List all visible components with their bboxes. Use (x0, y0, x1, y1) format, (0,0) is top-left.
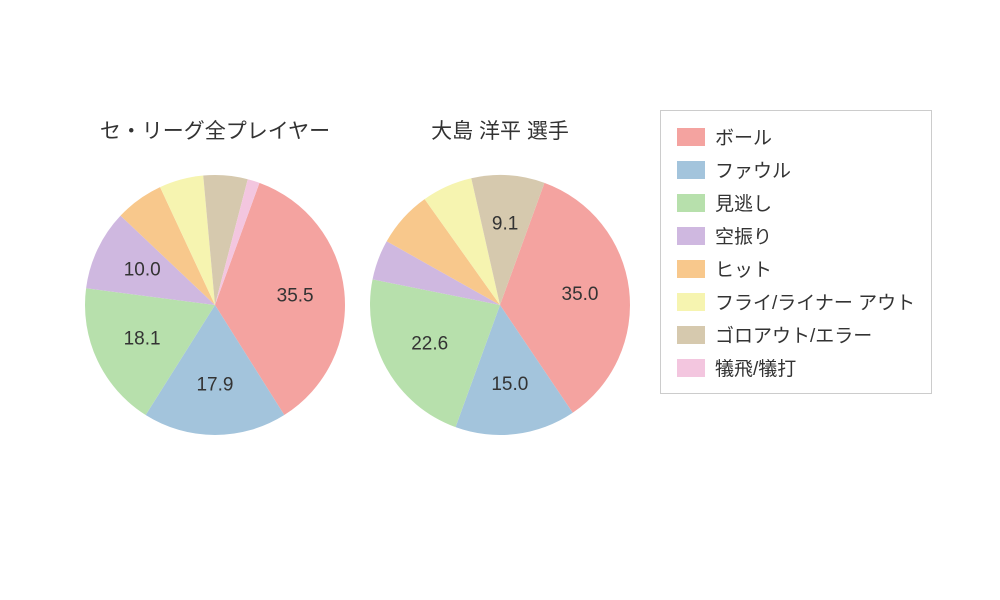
legend-item-goro: ゴロアウト/エラー (677, 321, 915, 348)
slice-label-ball: 35.0 (562, 284, 599, 305)
legend-item-sac: 犠飛/犠打 (677, 354, 915, 381)
legend-item-hit: ヒット (677, 255, 915, 282)
legend-label: ファウル (715, 156, 791, 183)
legend-swatch (677, 128, 705, 146)
slice-label-foul: 15.0 (491, 374, 528, 395)
legend-label: フライ/ライナー アウト (715, 288, 915, 315)
legend-label: ヒット (715, 255, 772, 282)
legend-label: 空振り (715, 222, 772, 249)
chart-container: セ・リーグ全プレイヤー35.517.918.110.0大島 洋平 選手35.01… (0, 0, 1000, 600)
slice-label-goro: 9.1 (492, 214, 518, 235)
legend-item-karaburi: 空振り (677, 222, 915, 249)
legend-item-flyliner: フライ/ライナー アウト (677, 288, 915, 315)
legend-swatch (677, 194, 705, 212)
legend-swatch (677, 359, 705, 377)
legend-label: ゴロアウト/エラー (715, 321, 872, 348)
slice-label-minogashi: 22.6 (411, 333, 448, 354)
legend-label: 見逃し (715, 189, 772, 216)
legend-item-foul: ファウル (677, 156, 915, 183)
legend: ボールファウル見逃し空振りヒットフライ/ライナー アウトゴロアウト/エラー犠飛/… (660, 110, 932, 394)
legend-swatch (677, 260, 705, 278)
legend-swatch (677, 326, 705, 344)
legend-swatch (677, 293, 705, 311)
legend-label: 犠飛/犠打 (715, 354, 796, 381)
legend-label: ボール (715, 123, 772, 150)
legend-swatch (677, 227, 705, 245)
legend-item-minogashi: 見逃し (677, 189, 915, 216)
legend-swatch (677, 161, 705, 179)
legend-item-ball: ボール (677, 123, 915, 150)
